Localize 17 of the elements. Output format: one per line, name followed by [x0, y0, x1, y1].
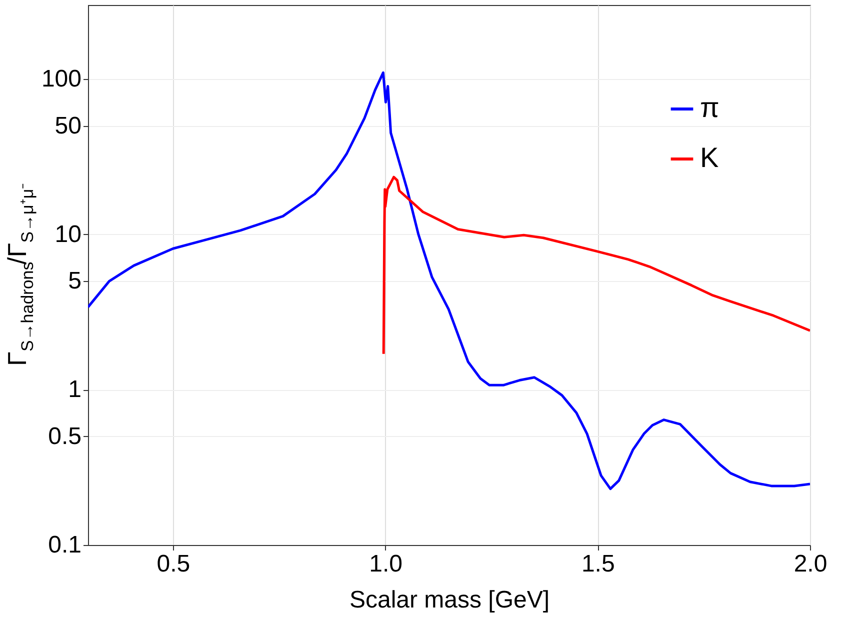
y-tick-label: 5 — [68, 268, 82, 295]
x-tick-label: 2.0 — [794, 550, 828, 578]
x-tick-label: 1.0 — [369, 550, 402, 578]
x-tick-label: 0.5 — [156, 550, 190, 578]
y-axis-title: ΓS→hadrons/ΓS→μ⁺μ⁻ — [2, 182, 37, 366]
line-series — [88, 71, 810, 490]
y-tick-label: 100 — [41, 66, 82, 93]
y-tick-label: 0.1 — [48, 532, 82, 558]
legend-label: π — [700, 92, 720, 123]
y-tick-label: 50 — [54, 112, 82, 140]
y-tick-label: 10 — [54, 220, 82, 248]
y-tick-label: 0.5 — [48, 422, 82, 450]
line-series — [382, 176, 810, 356]
legend-label: K — [700, 142, 719, 173]
y-tick-label: 1 — [68, 376, 82, 404]
x-axis-title: Scalar mass [GeV] — [349, 586, 550, 614]
x-tick-label: 1.5 — [581, 550, 615, 578]
